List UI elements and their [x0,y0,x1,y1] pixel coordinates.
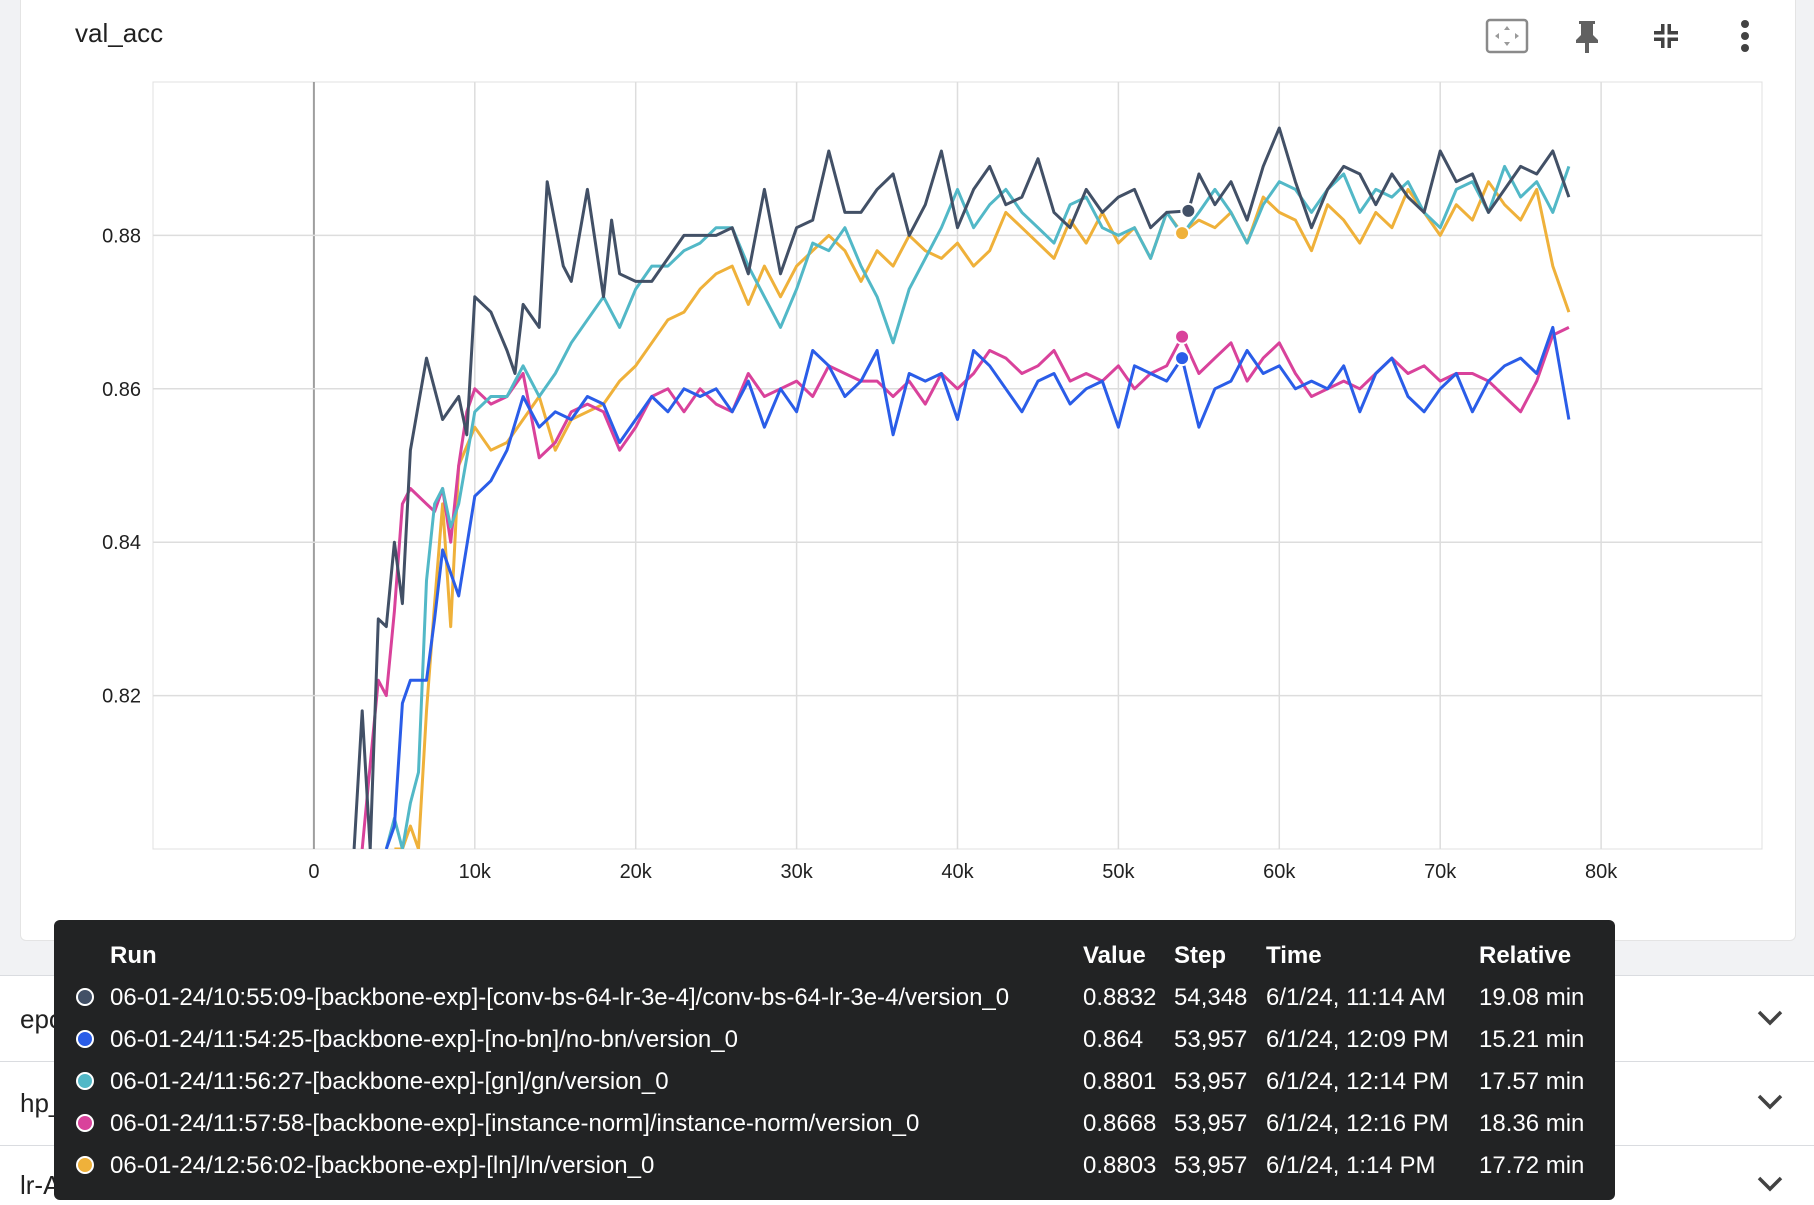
hover-marker [1174,225,1191,242]
tooltip-step: 53,957 [1174,1152,1248,1179]
series-color-dot [76,1156,94,1174]
tooltip-value: 0.864 [1083,1026,1144,1053]
y-tick-label: 0.86 [102,379,141,401]
series-color-dot [76,988,94,1006]
tooltip-time: 6/1/24, 11:14 AM [1266,984,1446,1011]
tooltip-time: 6/1/24, 1:14 PM [1266,1152,1436,1179]
x-tick-label: 40k [941,861,974,883]
tooltip-value: 0.8832 [1083,984,1157,1011]
fit-domain-icon [1485,18,1529,54]
chart-title: val_acc [75,18,164,48]
tooltip-step: 53,957 [1174,1026,1248,1053]
tooltip-row: 06-01-24/11:57:58-[backbone-exp]-[instan… [54,1104,1615,1144]
tooltip-header: Run Value Step Time Relative [54,936,1615,976]
tooltip-run: 06-01-24/12:56:02-[backbone-exp]-[ln]/ln… [110,1152,655,1179]
hover-marker [1174,350,1191,367]
series-line [352,126,1571,849]
tooltip-row: 06-01-24/12:56:02-[backbone-exp]-[ln]/ln… [54,1146,1615,1186]
header-value: Value [1083,942,1146,969]
header-relative: Relative [1479,942,1572,969]
tooltip-step: 53,957 [1174,1110,1248,1137]
x-tick-label: 50k [1102,861,1135,883]
tooltip-time: 6/1/24, 12:14 PM [1266,1068,1449,1095]
y-tick-label: 0.84 [102,532,141,554]
chevron-down-icon[interactable] [1750,1082,1790,1122]
tooltip-row: 06-01-24/11:56:27-[backbone-exp]-[gn]/gn… [54,1062,1615,1102]
x-tick-label: 10k [459,861,492,883]
tooltip-time: 6/1/24, 12:09 PM [1266,1026,1449,1053]
tooltip-relative: 19.08 min [1479,984,1585,1011]
tooltip-step: 53,957 [1174,1068,1248,1095]
chevron-down-icon[interactable] [1750,1164,1790,1204]
tooltip-value: 0.8668 [1083,1110,1157,1137]
fit-domain-button[interactable] [1483,14,1531,58]
tooltip-relative: 17.72 min [1479,1152,1585,1179]
x-tick-label: 30k [780,861,813,883]
hover-marker [1180,202,1197,219]
tooltip-relative: 18.36 min [1479,1110,1585,1137]
header-time: Time [1266,942,1322,969]
series-line [394,180,1571,849]
y-tick-label: 0.82 [102,686,141,708]
tooltip-step: 54,348 [1174,984,1248,1011]
series-color-dot [76,1030,94,1048]
tooltip-value: 0.8803 [1083,1152,1157,1179]
header-step: Step [1174,942,1227,969]
tooltip-row: 06-01-24/11:54:25-[backbone-exp]-[no-bn]… [54,1020,1615,1060]
more-button[interactable] [1721,14,1769,58]
series-line [384,325,1571,849]
series-color-dot [76,1114,94,1132]
series-line [384,164,1571,849]
tooltip-time: 6/1/24, 12:16 PM [1266,1110,1449,1137]
x-tick-label: 80k [1585,861,1618,883]
more-vert-icon [1741,20,1749,52]
pin-button[interactable] [1563,14,1611,58]
tooltip-run: 06-01-24/11:57:58-[backbone-exp]-[instan… [110,1110,920,1137]
hover-marker [1174,328,1191,345]
chevron-down-icon[interactable] [1750,998,1790,1038]
pin-icon [1576,21,1598,53]
header-run: Run [110,942,157,969]
tooltip-run: 06-01-24/10:55:09-[backbone-exp]-[conv-b… [110,984,1010,1011]
series-color-dot [76,1072,94,1090]
y-tick-label: 0.88 [102,225,141,247]
line-chart[interactable]: 0 10k 20k 30k 40k 50k 60k 70k 80k 0.82 0.84 0.86 0.8… [0,0,1814,940]
tooltip-run: 06-01-24/11:56:27-[backbone-exp]-[gn]/gn… [110,1068,669,1095]
tooltip-value: 0.8801 [1083,1068,1157,1095]
hover-tooltip: Run Value Step Time Relative 06-01-24/10… [54,920,1615,1200]
x-tick-label: 60k [1263,861,1296,883]
tooltip-relative: 17.57 min [1479,1068,1585,1095]
x-tick-label: 0 [308,861,319,883]
tooltip-relative: 15.21 min [1479,1026,1585,1053]
x-tick-label: 20k [620,861,653,883]
tooltip-row: 06-01-24/10:55:09-[backbone-exp]-[conv-b… [54,978,1615,1018]
tooltip-run: 06-01-24/11:54:25-[backbone-exp]-[no-bn]… [110,1026,738,1053]
x-tick-label: 70k [1424,861,1457,883]
